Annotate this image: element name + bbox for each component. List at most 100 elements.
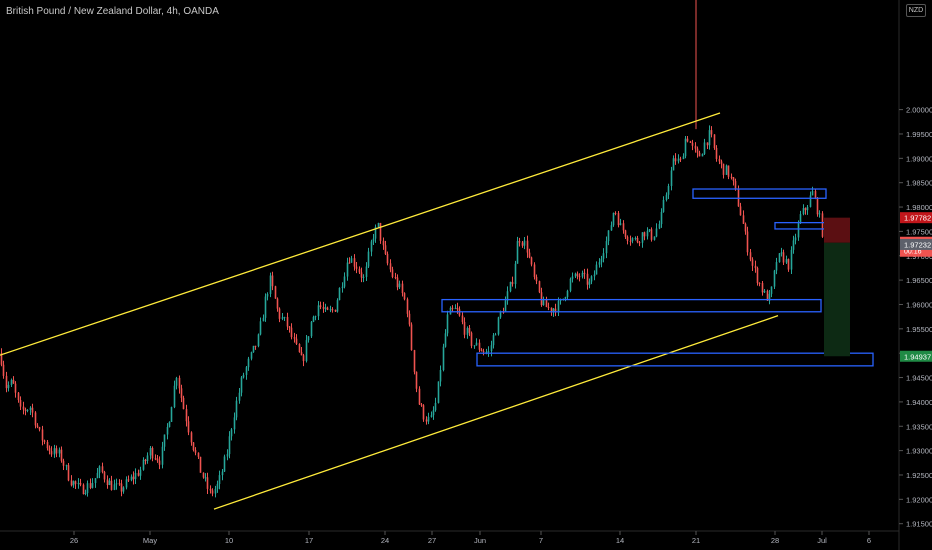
candle-body [36, 425, 39, 428]
candle-body [528, 252, 531, 258]
candle-body [245, 367, 248, 375]
candle-body [442, 346, 445, 371]
candle-body [394, 276, 397, 278]
upper-channel-line[interactable] [0, 112, 721, 356]
candle-body [638, 242, 641, 244]
candle-body [398, 283, 401, 288]
candle-body [631, 238, 634, 242]
candle-body [578, 276, 581, 278]
candle-body [139, 469, 142, 476]
candle-body [322, 307, 325, 309]
candle-body [478, 342, 481, 350]
candle-body [206, 477, 209, 489]
candle-body [703, 142, 706, 154]
candle-body [492, 335, 495, 346]
candle-body [600, 258, 603, 263]
candle-body [82, 484, 85, 495]
candle-body [5, 375, 8, 389]
price-tick-label: 1.96000 [906, 300, 932, 309]
candle-body [754, 265, 757, 269]
zone-rectangle[interactable] [692, 188, 827, 199]
price-tick-label: 2.00000 [906, 106, 932, 115]
candle-body [550, 307, 553, 313]
zones-layer[interactable] [441, 188, 874, 367]
position-layer[interactable] [824, 217, 850, 357]
time-tick-label: 27 [428, 536, 436, 545]
currency-button[interactable]: NZD [906, 4, 926, 17]
take-profit-zone[interactable] [824, 242, 850, 357]
candle-body [182, 397, 185, 410]
candle-body [343, 276, 346, 287]
candle-body [379, 223, 382, 241]
candle-body [514, 263, 517, 285]
candle-body [742, 215, 745, 224]
candle-body [698, 152, 701, 157]
candle-body [166, 427, 169, 435]
candle-body [677, 158, 680, 162]
candle-body [770, 286, 773, 294]
candle-body [264, 296, 267, 318]
candle-body [571, 276, 574, 279]
candle-body [564, 297, 567, 299]
candle-body [588, 281, 591, 285]
candle-body [490, 345, 493, 352]
candle-body [31, 407, 34, 413]
candle-body [674, 158, 677, 162]
candle-body [218, 475, 221, 485]
candle-body [79, 482, 82, 485]
candle-body [197, 452, 200, 457]
candle-body [74, 481, 77, 485]
candle-body [235, 400, 238, 418]
candle-body [60, 449, 63, 461]
candle-body [749, 252, 752, 260]
candle-body [612, 212, 615, 226]
candle-body [461, 315, 464, 322]
zone-rectangle[interactable] [441, 298, 822, 313]
stop-loss-zone[interactable] [824, 217, 850, 243]
candle-body [48, 448, 51, 452]
candle-body [377, 223, 380, 228]
candle-body [326, 307, 329, 310]
candle-body [758, 282, 761, 284]
candle-body [115, 483, 118, 485]
candle-body [420, 404, 423, 406]
price-tick-label: 1.97500 [906, 227, 932, 236]
candle-body [646, 230, 649, 237]
candle-body [610, 225, 613, 231]
candle-body [204, 477, 207, 479]
candle-body [439, 370, 442, 382]
candle-body [278, 308, 281, 319]
candle-body [230, 429, 233, 437]
candle-body [396, 277, 399, 288]
zone-rectangle[interactable] [476, 352, 874, 367]
candle-body [466, 328, 469, 335]
candle-body [55, 448, 58, 454]
time-tick-label: 10 [225, 536, 233, 545]
candle-body [19, 400, 22, 407]
time-axis[interactable]: 26 May 10 17 24 27 Jun 7 14 21 28 Jul 6 [70, 531, 871, 545]
price-tick-label: 1.99500 [906, 130, 932, 139]
candle-body [365, 266, 368, 277]
candle-body [574, 273, 577, 277]
candle-body [499, 311, 502, 318]
candle-body [118, 483, 121, 485]
candle-body [389, 263, 392, 270]
candle-body [98, 466, 101, 473]
candle-body [122, 487, 125, 492]
drawings-layer[interactable] [0, 112, 779, 510]
candle-body [427, 416, 430, 422]
candle-body [24, 409, 27, 411]
candle-body [552, 308, 555, 313]
candle-body [355, 266, 358, 269]
lower-channel-line[interactable] [213, 315, 779, 510]
candle-body [720, 161, 723, 164]
candle-body [667, 185, 670, 195]
candle-body [451, 307, 454, 309]
candle-body [346, 262, 349, 277]
candle-body [722, 163, 725, 175]
candle-body [216, 484, 219, 489]
candle-body [468, 328, 471, 333]
candle-body [605, 241, 608, 254]
